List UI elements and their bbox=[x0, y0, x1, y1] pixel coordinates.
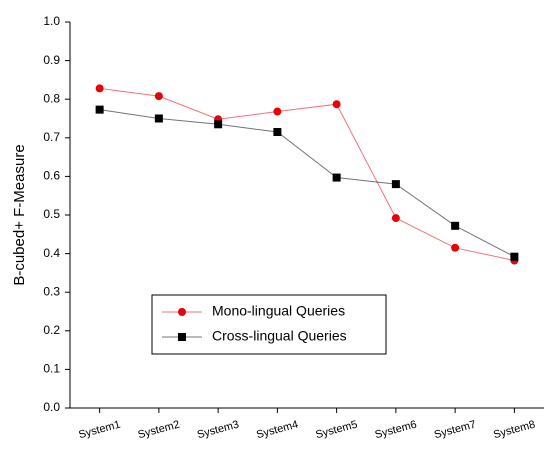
y-tick-label: 0.4 bbox=[43, 246, 60, 260]
marker bbox=[332, 173, 341, 182]
y-tick-label: 0.7 bbox=[43, 130, 60, 144]
legend-box bbox=[151, 294, 387, 355]
marker bbox=[154, 114, 163, 123]
legend-label: Cross-lingual Queries bbox=[212, 328, 347, 344]
marker bbox=[178, 308, 186, 316]
y-tick-label: 0.5 bbox=[43, 207, 60, 221]
marker bbox=[451, 221, 460, 230]
y-axis-label: B-cubed+ F-Measure bbox=[11, 144, 28, 285]
marker bbox=[451, 243, 460, 252]
marker bbox=[273, 128, 282, 137]
marker bbox=[391, 214, 400, 223]
y-tick-label: 1.0 bbox=[43, 14, 60, 28]
y-tick-label: 0.0 bbox=[43, 400, 60, 414]
marker bbox=[154, 92, 163, 101]
series-line bbox=[99, 87, 515, 262]
marker bbox=[332, 100, 341, 109]
marker bbox=[178, 333, 186, 341]
marker bbox=[510, 252, 519, 261]
y-tick-label: 0.3 bbox=[43, 284, 60, 298]
y-tick-label: 0.6 bbox=[43, 169, 60, 183]
marker bbox=[214, 120, 223, 129]
legend-label: Mono-lingual Queries bbox=[212, 303, 345, 319]
y-tick-label: 0.2 bbox=[43, 323, 60, 337]
y-tick-label: 0.9 bbox=[43, 53, 60, 67]
y-tick-label: 0.1 bbox=[43, 362, 60, 376]
marker bbox=[273, 107, 282, 116]
y-tick-label: 0.8 bbox=[43, 91, 60, 105]
marker bbox=[95, 105, 104, 114]
marker bbox=[391, 180, 400, 189]
series-line bbox=[99, 109, 515, 258]
legend: Mono-lingual Queries Cross-lingual Querie… bbox=[151, 294, 387, 355]
marker bbox=[95, 84, 104, 93]
